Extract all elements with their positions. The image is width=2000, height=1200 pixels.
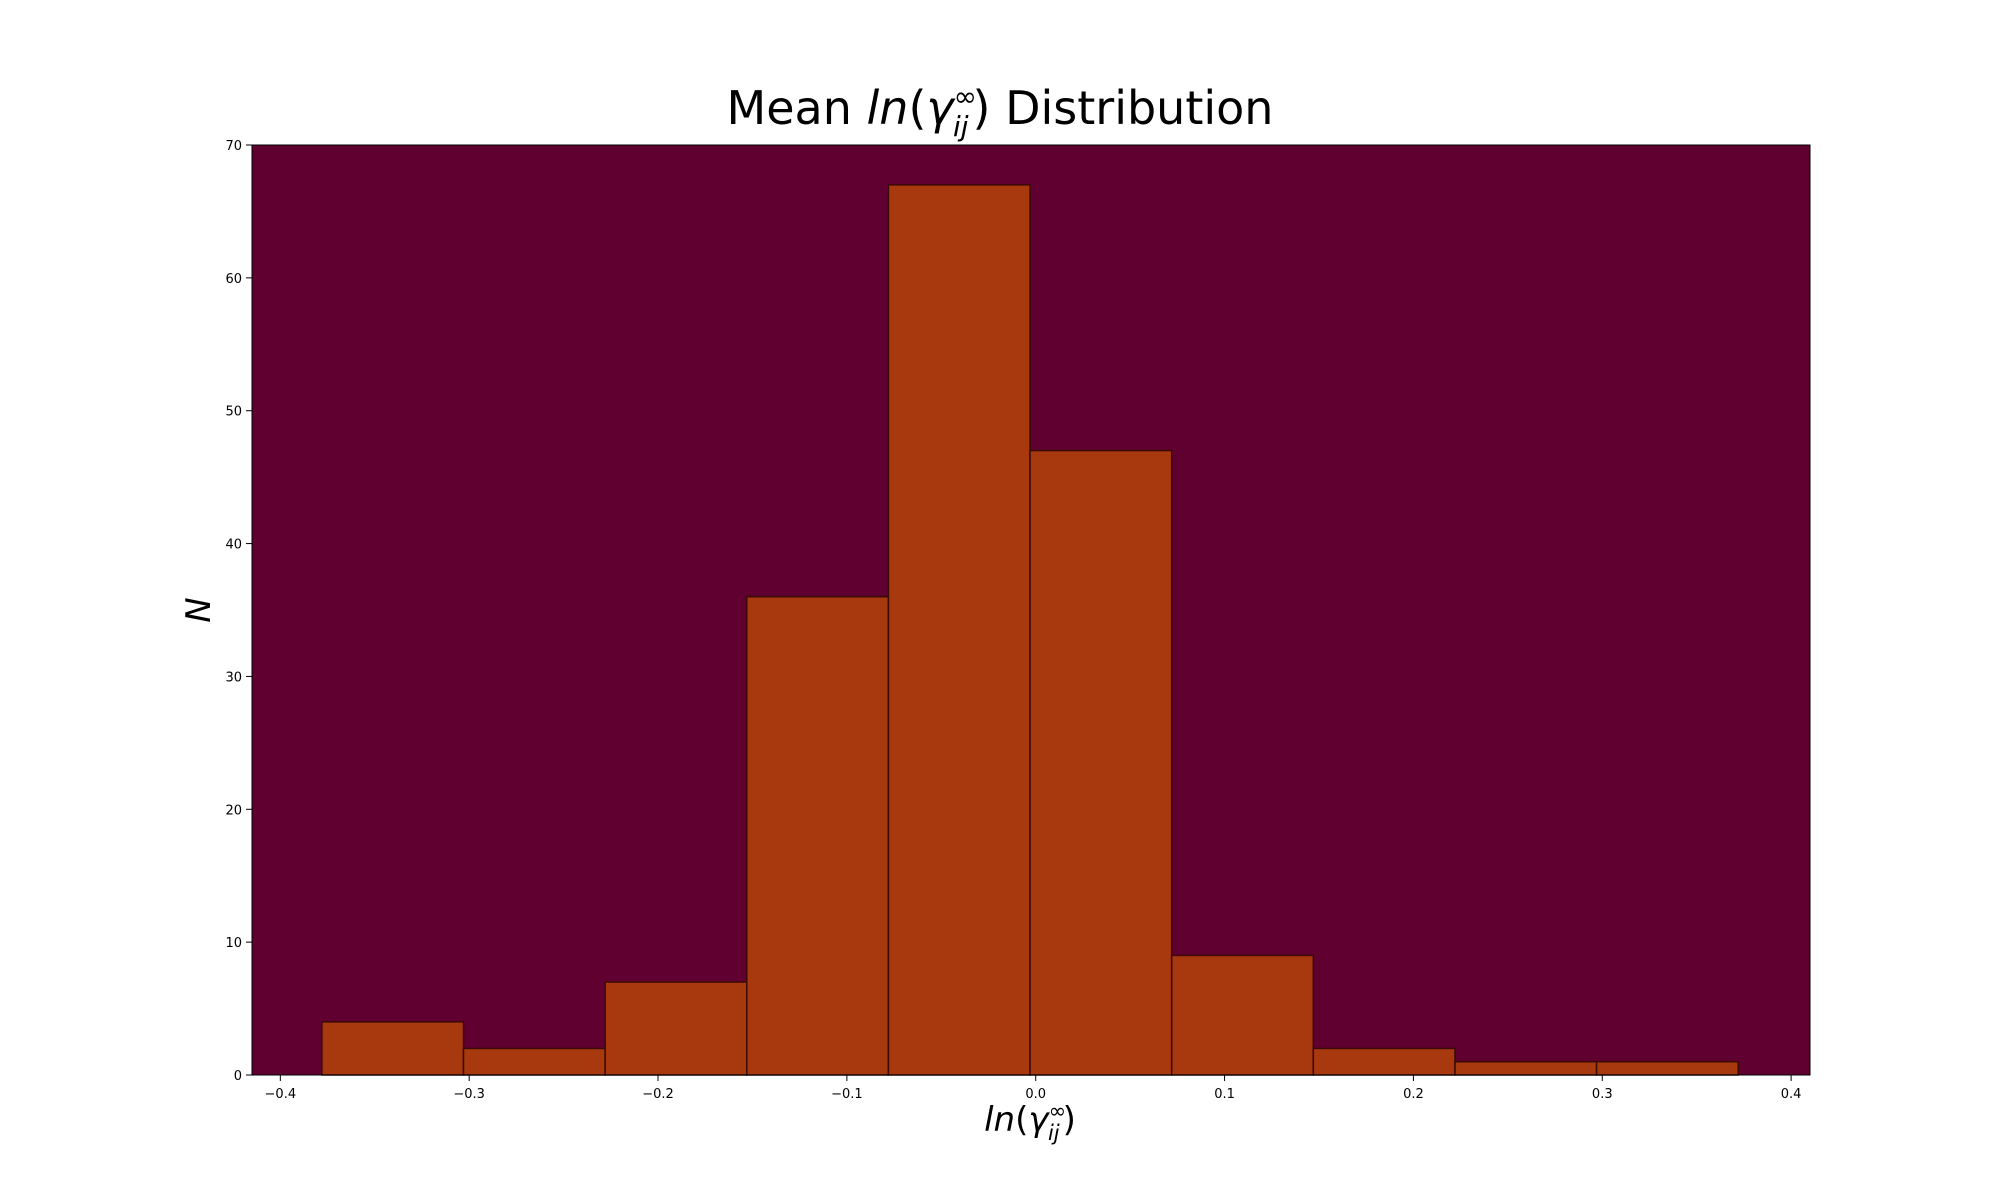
y-tick-label: 30: [225, 670, 242, 685]
histogram-bar: [1312, 1047, 1456, 1076]
y-tick-label: 20: [225, 803, 242, 818]
x-tick-label: 0.1: [1214, 1087, 1235, 1102]
y-tick-label: 70: [225, 139, 242, 154]
y-tick-label: 60: [225, 272, 242, 287]
histogram-bar: [746, 595, 890, 1076]
y-tick-label: 0: [234, 1069, 242, 1084]
x-axis-label: ln(γ∞ ij): [984, 1099, 1076, 1145]
histogram-bar: [1595, 1060, 1739, 1076]
plot-frame: [251, 144, 1811, 1076]
x-tick-label: −0.1: [831, 1087, 863, 1102]
histogram-bar: [321, 1021, 465, 1076]
x-tick-label: 0.3: [1592, 1087, 1613, 1102]
y-axis-ticks: 0 10 20 30 40 50 60 70: [225, 139, 252, 1084]
histogram-bar: [1029, 449, 1173, 1076]
chart-title: Mean ln(γ∞ ij) Distribution: [727, 80, 1274, 143]
y-axis-label: N: [179, 597, 219, 622]
x-tick-label: −0.2: [642, 1087, 674, 1102]
histogram-bar: [1170, 954, 1315, 1076]
x-tick-label: −0.3: [453, 1087, 485, 1102]
x-tick-label: 0.2: [1403, 1087, 1424, 1102]
histogram-bar: [1454, 1060, 1598, 1076]
x-tick-label: 0.4: [1781, 1087, 1802, 1102]
x-tick-label: −0.4: [265, 1087, 297, 1102]
y-tick-label: 10: [225, 936, 242, 951]
bars-group: [321, 184, 1739, 1076]
histogram-bar: [604, 981, 748, 1076]
x-axis-ticks: −0.4 −0.3 −0.2 −0.1 0.0 0.1 0.2 0.3 0.4: [265, 1075, 1802, 1102]
x-tick-label: 0.0: [1025, 1087, 1046, 1102]
y-tick-label: 40: [225, 538, 242, 553]
y-tick-label: 50: [225, 405, 242, 420]
histogram-bar: [887, 184, 1031, 1076]
histogram-bar: [462, 1047, 606, 1076]
